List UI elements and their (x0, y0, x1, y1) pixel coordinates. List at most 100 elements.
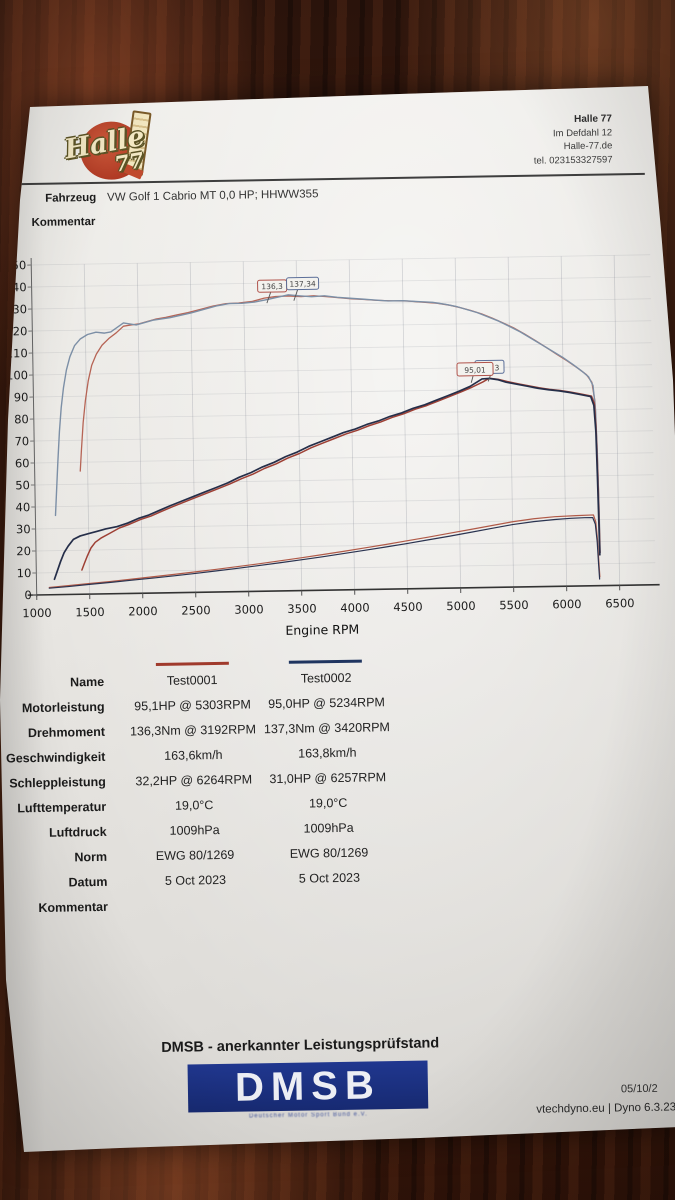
annotation-leader (266, 291, 272, 304)
row-value-test0002: Test0002 (300, 670, 352, 686)
x-tick-label: 2500 (181, 603, 211, 617)
gridline-h (31, 298, 651, 310)
y-axis-title: HP / Nm (0, 395, 3, 436)
gridline-v (83, 264, 91, 595)
x-tick-label: 3000 (234, 602, 264, 616)
gridline-h (32, 320, 652, 332)
gridline-v (348, 259, 356, 590)
table-row: Name Test0001 Test0002 (1, 665, 675, 693)
row-value-test0002: 137,3Nm @ 3420RPM (263, 720, 391, 737)
dmsb-logo-text: DMSB (234, 1062, 382, 1110)
gridline-v (295, 260, 303, 591)
annotation-label: 137,34 (289, 279, 316, 288)
gridline-h (34, 474, 654, 486)
gridline-h (33, 364, 652, 376)
row-value-test0002: 163,8km/h (298, 745, 357, 761)
annotation-label: 136,3 (261, 282, 283, 291)
y-tick-label: 80 (14, 412, 29, 426)
row-label: Schleppleistung (9, 774, 106, 791)
certification-text: DMSB - anerkannter Leistungsprüfstand (161, 1035, 440, 1056)
table-row: Schleppleistung 32,2HP @ 6264RPM 31,0HP @ … (3, 765, 675, 793)
y-axis (30, 258, 38, 597)
software-version: vtechdyno.eu | Dyno 6.3.23 (536, 1101, 675, 1116)
results-table: Name Test0001 Test0002 Motorleistung 95,1HP … (1, 644, 675, 925)
x-axis-title: Engine RPM (285, 622, 359, 638)
x-tick-label: 5000 (446, 599, 476, 613)
series1-swatch (155, 661, 229, 666)
x-tick-label: 4500 (393, 600, 423, 614)
gridline-h (34, 430, 654, 442)
gridline-v (242, 261, 250, 592)
table-row: Drehmoment 136,3Nm @ 3192RPM 137,3Nm @ 342… (2, 715, 675, 743)
x-tick-label: 6000 (552, 597, 582, 611)
gridline-v (613, 255, 621, 586)
y-tick-label: 130 (5, 302, 27, 316)
row-label: Norm (74, 849, 108, 865)
row-label: Geschwindigkeit (5, 749, 106, 766)
y-tick-label: 20 (16, 544, 31, 558)
y-tick-label: 90 (14, 390, 29, 404)
dyno-chart: 0 10 20 30 40 50 60 70 80 90 100 110 120 130 140 150 100… (0, 254, 660, 638)
halle77-logo: Halle 77 (60, 110, 171, 189)
gridline-v (189, 262, 197, 593)
y-tick-label: 110 (6, 346, 28, 360)
y-tick-label: 120 (5, 324, 27, 338)
x-axis (27, 583, 660, 596)
y-tick-label: 50 (15, 478, 30, 492)
gridline-v (401, 258, 409, 589)
table-row: Luftdruck 1009hPa 1009hPa (4, 815, 675, 843)
vehicle-label: Fahrzeug (45, 191, 97, 205)
series-loss-test0002 (48, 516, 601, 589)
series-torque-test0002 (54, 294, 601, 554)
dmsb-logo-subtext: Deutscher Motor Sport Bund e.V. (248, 1111, 368, 1120)
x-tick-label: 5500 (499, 598, 529, 612)
row-value-test0002: 19,0°C (308, 795, 348, 811)
address-tel: tel. 023153327597 (533, 153, 613, 167)
annotation-label: 3 (495, 363, 500, 372)
row-value-test0001 (113, 897, 279, 900)
gridline-h (31, 254, 651, 266)
row-value-test0002: 95,0HP @ 5234RPM (268, 695, 385, 712)
address-block: Halle 77 Im Defdahl 12 Halle-77.de tel. … (472, 112, 613, 168)
print-date: 05/10/2 (620, 1082, 658, 1096)
table-row: Datum 5 Oct 2023 5 Oct 2023 (4, 865, 675, 893)
x-tick-label: 1500 (75, 605, 105, 619)
row-label: Lufttemperatur (17, 799, 107, 816)
annotation-label: 95,01 (464, 365, 486, 374)
annotation-leader (470, 375, 474, 383)
y-tick-label: 140 (5, 280, 27, 294)
x-tick-label: 2000 (128, 604, 158, 618)
series-loss-test0001 (48, 514, 601, 589)
x-tick-label: 4000 (340, 600, 370, 614)
row-label: Datum (68, 874, 108, 890)
row-value-test0002: 1009hPa (303, 820, 354, 836)
y-tick-label: 40 (15, 500, 30, 514)
gridline-h (36, 562, 656, 574)
series-power-test0002 (53, 377, 601, 581)
y-tick-label: 150 (4, 258, 26, 272)
row-label: Name (70, 674, 105, 690)
gridline-v (560, 256, 568, 587)
y-tick-label: 100 (6, 368, 28, 382)
halle77-logo-number: 77 (112, 147, 146, 177)
row-value-test0002 (247, 895, 413, 898)
gridline-h (35, 496, 655, 508)
row-label: Drehmoment (27, 724, 106, 741)
table-row: Kommentar (5, 890, 675, 918)
table-row: Norm EWG 80/1269 EWG 80/1269 (4, 840, 675, 868)
series2-swatch (288, 659, 362, 664)
y-tick-label: 0 (24, 588, 32, 602)
x-tick-label: 3500 (287, 601, 317, 615)
row-label: Motorleistung (21, 699, 105, 716)
gridline-v (507, 257, 515, 588)
table-row: Lufttemperatur 19,0°C 19,0°C (3, 790, 675, 818)
row-label: Luftdruck (48, 824, 107, 840)
row-value-test0002: 5 Oct 2023 (298, 870, 361, 886)
x-tick-label: 1000 (22, 606, 52, 620)
row-value-test0002: 31,0HP @ 6257RPM (269, 770, 387, 787)
series-power-test0001 (81, 377, 601, 571)
gridline-v (454, 257, 462, 588)
gridline-v (136, 263, 144, 594)
